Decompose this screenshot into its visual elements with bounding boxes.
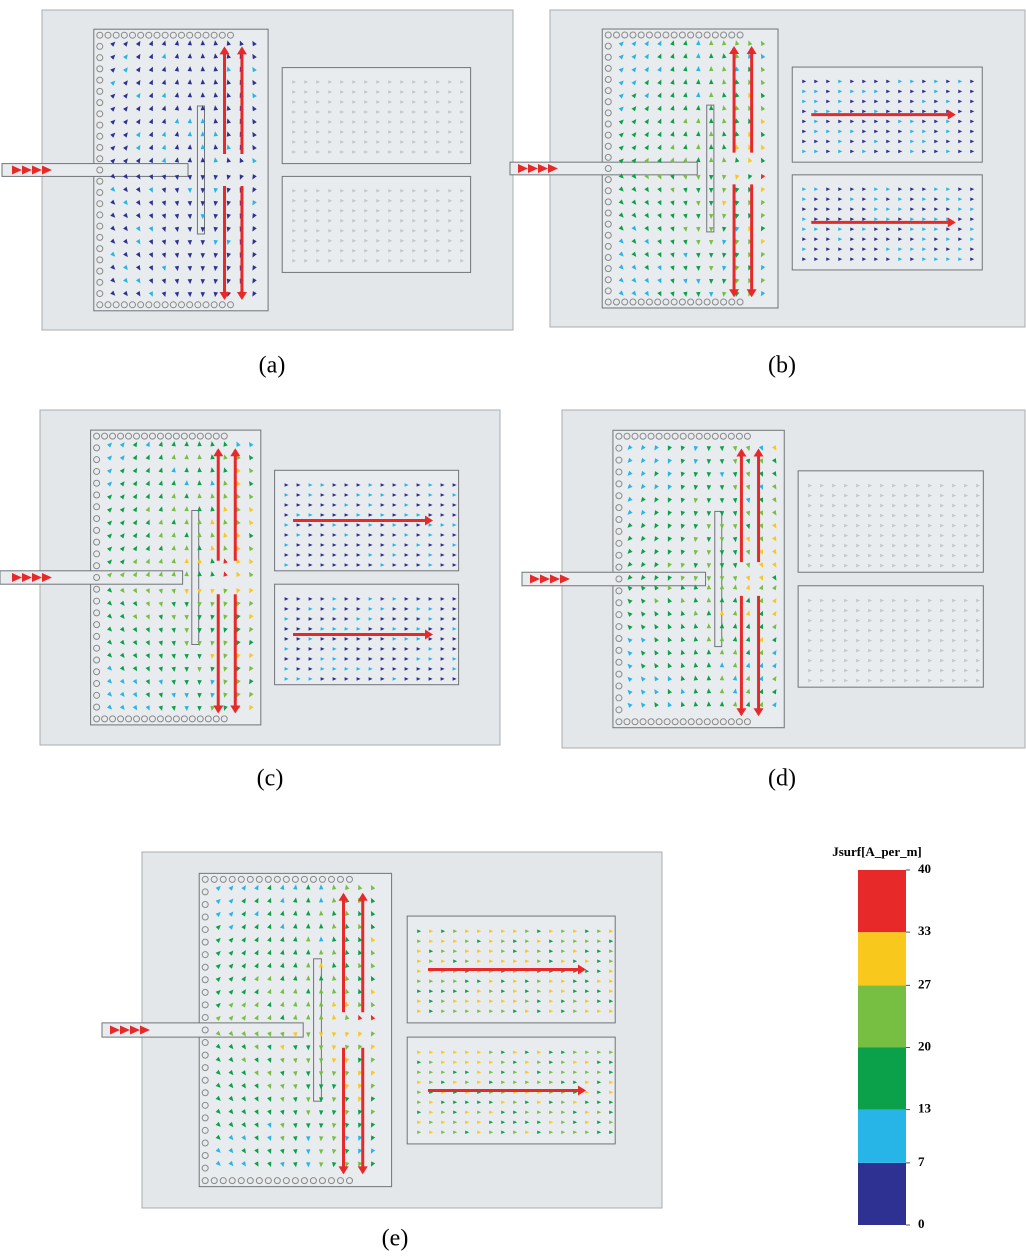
tick-label: 7 <box>918 1154 925 1169</box>
colorbar-title: Jsurf[A_per_m] <box>832 844 922 859</box>
panel-label: (a) <box>259 353 286 379</box>
figure: (a) (b) (c) (d) (e) Jsurf[A_per_m] 0 7 13 2… <box>0 0 1026 1259</box>
colorbar-segment <box>858 1163 906 1225</box>
colorbar-segment <box>858 1110 906 1163</box>
slot <box>707 105 714 232</box>
patch <box>798 471 983 572</box>
simulation-panel <box>0 410 500 745</box>
simulation-panel <box>510 10 1025 327</box>
tick-label: 40 <box>918 861 931 876</box>
tick-label: 13 <box>918 1101 932 1116</box>
colorbar-segment <box>858 1048 906 1110</box>
panel-label: (e) <box>382 1226 409 1252</box>
colorbar: 0 7 13 20 27 33 40 <box>858 861 932 1231</box>
panel-label: (b) <box>768 353 796 379</box>
tick-label: 20 <box>918 1038 931 1053</box>
patch <box>798 586 983 687</box>
simulation-panel <box>2 10 513 330</box>
panel-label: (c) <box>257 766 284 792</box>
colorbar-segment <box>858 932 906 985</box>
simulation-panel <box>102 852 662 1208</box>
slot <box>192 511 199 645</box>
colorbar-segment <box>858 870 906 932</box>
panel-label: (d) <box>768 766 796 792</box>
simulation-panel <box>522 410 1025 748</box>
colorbar-segment <box>858 985 906 1047</box>
tick-label: 0 <box>918 1216 925 1231</box>
tick-label: 27 <box>918 976 932 991</box>
tick-label: 33 <box>918 923 932 938</box>
